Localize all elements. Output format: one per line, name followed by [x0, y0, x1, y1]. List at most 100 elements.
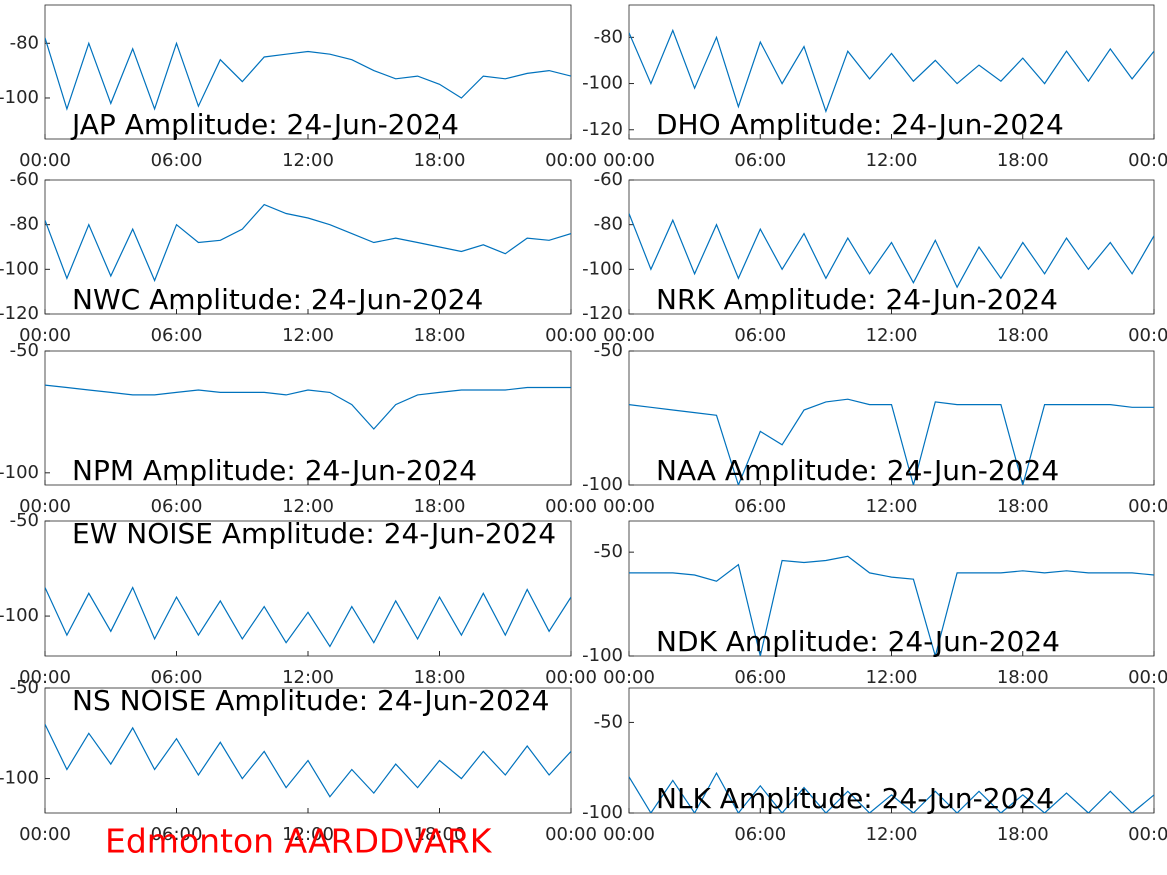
- y-tick-label: -100: [582, 645, 623, 666]
- x-tick-label: 00:00: [19, 150, 71, 171]
- x-tick-label: 06:00: [734, 150, 786, 171]
- x-tick-label: 12:00: [282, 496, 334, 517]
- x-tick-label: 06:00: [734, 667, 786, 688]
- x-tick-label: 00:00: [1128, 667, 1167, 688]
- x-tick-label: 18:00: [997, 496, 1049, 517]
- amplitude-line: [629, 398, 1154, 485]
- y-tick-label: -80: [10, 32, 39, 53]
- x-tick-label: 12:00: [282, 325, 334, 346]
- y-tick-label: -100: [582, 474, 623, 495]
- panel-title: NS NOISE Amplitude: 24-Jun-2024: [72, 684, 549, 717]
- x-tick-label: 06:00: [151, 824, 203, 845]
- x-tick-label: 18:00: [414, 667, 466, 688]
- amplitude-line: [45, 586, 571, 648]
- y-tick-label: -100: [0, 87, 39, 108]
- x-tick-label: 12:00: [282, 667, 334, 688]
- x-tick-label: 00:00: [545, 667, 597, 688]
- panel: -50 -100 00:00 06:00 12:00 18:00 00:00 EW NOISE…: [0, 510, 597, 688]
- x-tick-label: 00:00: [1128, 496, 1167, 517]
- amplitude-line: [629, 213, 1154, 289]
- x-tick-label: 18:00: [997, 667, 1049, 688]
- footer: Edmonton AARDDVARK: [105, 822, 493, 861]
- y-tick-label: -50: [10, 510, 39, 531]
- y-tick-label: -100: [0, 258, 39, 279]
- x-tick-label: 00:00: [545, 150, 597, 171]
- y-tick-label: -50: [594, 711, 623, 732]
- x-tick-label: 12:00: [282, 150, 334, 171]
- y-tick-label: -100: [0, 462, 39, 483]
- panel-title: NAA Amplitude: 24-Jun-2024: [656, 454, 1059, 487]
- y-tick-label: -80: [594, 214, 623, 235]
- x-tick-label: 12:00: [866, 150, 918, 171]
- y-tick-label: -100: [0, 768, 39, 789]
- y-tick-label: -50: [10, 677, 39, 698]
- plot-area: [44, 4, 572, 140]
- plot-area: [628, 350, 1155, 486]
- panel-title: NDK Amplitude: 24-Jun-2024: [656, 625, 1060, 658]
- x-tick-label: 00:00: [603, 667, 655, 688]
- x-tick-label: 12:00: [866, 496, 918, 517]
- amplitude-line: [45, 37, 571, 111]
- y-tick-label: -50: [10, 340, 39, 361]
- x-tick-label: 18:00: [997, 325, 1049, 346]
- panel-title: NPM Amplitude: 24-Jun-2024: [72, 454, 477, 487]
- x-tick-label: 00:00: [19, 824, 71, 845]
- amplitude-line: [629, 555, 1154, 656]
- amplitude-line: [629, 771, 1154, 813]
- panel-title: DHO Amplitude: 24-Jun-2024: [656, 108, 1064, 141]
- x-tick-label: 12:00: [282, 824, 334, 845]
- y-tick-label: -80: [594, 26, 623, 47]
- x-tick-label: 00:00: [19, 496, 71, 517]
- plot-area: [44, 350, 572, 486]
- y-tick-label: -60: [10, 169, 39, 190]
- amplitude-line: [45, 723, 571, 798]
- x-tick-label: 00:00: [603, 496, 655, 517]
- plot-area: [44, 179, 572, 315]
- x-tick-label: 00:00: [19, 325, 71, 346]
- x-tick-label: 06:00: [151, 667, 203, 688]
- y-tick-label: -120: [0, 303, 39, 324]
- x-tick-label: 18:00: [414, 824, 466, 845]
- x-tick-label: 18:00: [997, 150, 1049, 171]
- y-tick-label: -50: [594, 541, 623, 562]
- x-tick-label: 12:00: [866, 824, 918, 845]
- x-tick-label: 00:00: [545, 496, 597, 517]
- x-tick-label: 06:00: [734, 325, 786, 346]
- y-tick-label: -120: [582, 119, 623, 140]
- x-tick-label: 12:00: [866, 667, 918, 688]
- x-tick-label: 06:00: [151, 496, 203, 517]
- amplitude-line: [629, 28, 1154, 114]
- y-tick-label: -100: [582, 802, 623, 823]
- panel-title: NRK Amplitude: 24-Jun-2024: [656, 283, 1058, 316]
- y-tick-label: -120: [582, 303, 623, 324]
- panel-title: EW NOISE Amplitude: 24-Jun-2024: [72, 517, 556, 550]
- x-tick-label: 06:00: [734, 824, 786, 845]
- plot-area: [628, 4, 1155, 140]
- y-tick-label: -100: [582, 73, 623, 94]
- x-tick-label: 12:00: [866, 325, 918, 346]
- panel: -80 -100 00:00 06:00 12:00 18:00 00:00 JAP Ampl…: [0, 4, 597, 171]
- x-tick-label: 06:00: [151, 150, 203, 171]
- plot-area: [628, 687, 1155, 814]
- y-tick-label: -100: [0, 605, 39, 626]
- x-tick-label: 00:00: [603, 150, 655, 171]
- amplitude-line: [45, 203, 571, 283]
- x-tick-label: 00:00: [1128, 824, 1167, 845]
- amplitude-line: [45, 384, 571, 430]
- x-tick-label: 18:00: [414, 150, 466, 171]
- panel-title: NWC Amplitude: 24-Jun-2024: [72, 283, 483, 316]
- x-tick-label: 00:00: [603, 824, 655, 845]
- x-tick-label: 18:00: [414, 325, 466, 346]
- y-tick-label: -80: [10, 214, 39, 235]
- y-tick-label: -60: [594, 169, 623, 190]
- plot-area: [628, 179, 1155, 315]
- x-tick-label: 00:00: [19, 667, 71, 688]
- x-tick-label: 00:00: [1128, 325, 1167, 346]
- x-tick-label: 18:00: [997, 824, 1049, 845]
